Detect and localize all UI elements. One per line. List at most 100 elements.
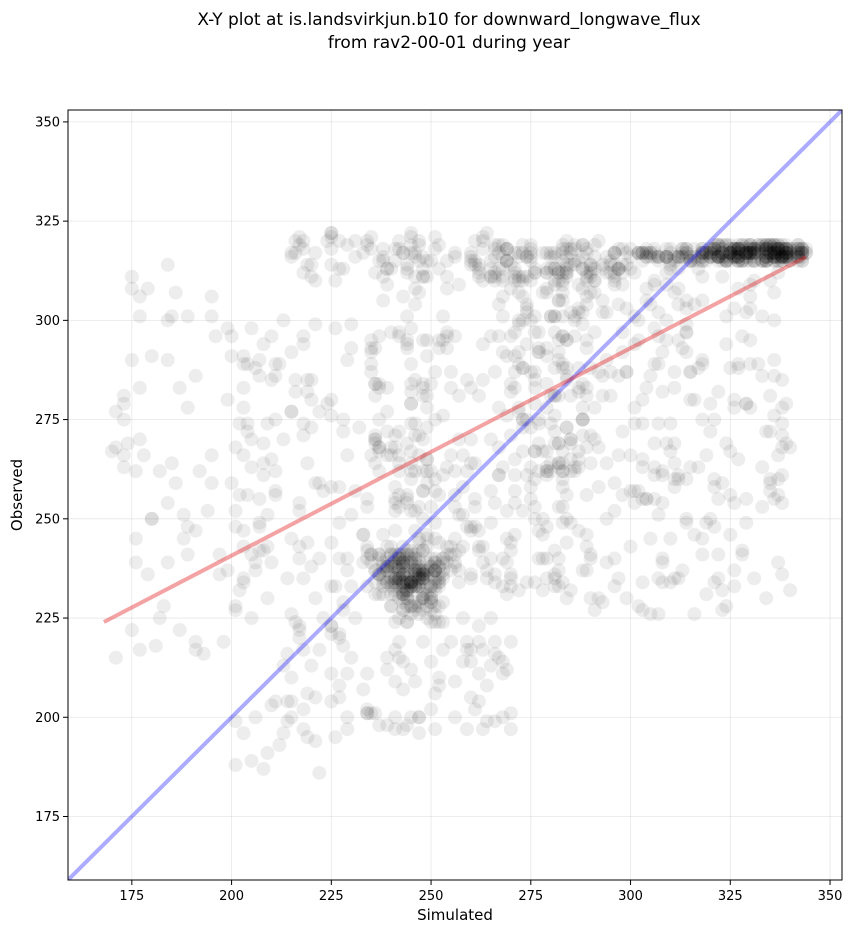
data-point [579, 273, 594, 288]
data-point [795, 241, 810, 256]
data-point [420, 539, 435, 554]
data-point [144, 511, 159, 526]
data-point [775, 249, 790, 264]
data-point [623, 249, 638, 264]
data-point [372, 547, 387, 562]
data-point [144, 349, 159, 364]
data-point [483, 329, 498, 344]
data-point [232, 583, 247, 598]
data-point [559, 261, 574, 276]
data-point [543, 464, 558, 479]
data-point [643, 249, 658, 264]
data-point [779, 241, 794, 256]
data-point [635, 460, 650, 475]
data-point [396, 289, 411, 304]
data-point [515, 412, 530, 427]
data-point [723, 360, 738, 375]
data-point [659, 313, 674, 328]
data-point [587, 237, 602, 252]
data-point [607, 265, 622, 280]
data-point [511, 357, 526, 372]
data-point [416, 567, 431, 582]
data-point [344, 341, 359, 356]
data-point [579, 241, 594, 256]
data-point [360, 539, 375, 554]
data-point [739, 245, 754, 260]
data-point [651, 305, 666, 320]
data-point [775, 416, 790, 431]
data-point [767, 249, 782, 264]
data-point [463, 257, 478, 272]
data-point [288, 384, 303, 399]
data-point [324, 226, 339, 241]
data-point [471, 694, 486, 709]
data-point [388, 241, 403, 256]
data-point [747, 241, 762, 256]
data-point [444, 380, 459, 395]
data-point [687, 253, 702, 268]
data-point [731, 357, 746, 372]
data-point [404, 579, 419, 594]
data-point [416, 376, 431, 391]
data-point [432, 670, 447, 685]
data-point [719, 253, 734, 268]
data-point [527, 472, 542, 487]
data-point [220, 563, 235, 578]
data-point [404, 583, 419, 598]
data-point [779, 245, 794, 260]
data-point [408, 595, 423, 610]
data-point [491, 329, 506, 344]
data-point [743, 289, 758, 304]
data-point [475, 555, 490, 570]
data-point [304, 392, 319, 407]
data-point [392, 464, 407, 479]
data-point [683, 253, 698, 268]
data-point [667, 480, 682, 495]
data-point [400, 436, 415, 451]
data-point [463, 456, 478, 471]
data-point [224, 349, 239, 364]
data-point [440, 555, 455, 570]
data-point [683, 392, 698, 407]
data-point [228, 503, 243, 518]
data-point [404, 456, 419, 471]
data-point [400, 555, 415, 570]
data-point [735, 241, 750, 256]
data-point [224, 329, 239, 344]
data-point [436, 555, 451, 570]
data-point [380, 261, 395, 276]
data-point [384, 559, 399, 574]
data-point [495, 345, 510, 360]
data-point [667, 436, 682, 451]
data-point [316, 611, 331, 626]
data-point [424, 595, 439, 610]
data-point [543, 261, 558, 276]
data-point [767, 368, 782, 383]
data-point [743, 249, 758, 264]
data-point [707, 241, 722, 256]
data-point [455, 654, 470, 669]
data-point [783, 249, 798, 264]
data-point [763, 237, 778, 252]
data-point [763, 388, 778, 403]
data-point [527, 499, 542, 514]
data-point [771, 241, 786, 256]
data-point [575, 376, 590, 391]
x-axis-ticks: 175 200 225 250 275 300 325 350 [119, 880, 842, 904]
data-point [563, 452, 578, 467]
data-point [503, 535, 518, 550]
data-point [647, 468, 662, 483]
data-point [268, 357, 283, 372]
data-point [559, 535, 574, 550]
data-point [711, 249, 726, 264]
data-point [388, 642, 403, 657]
data-point [404, 245, 419, 260]
data-point [503, 384, 518, 399]
data-point [507, 265, 522, 280]
data-point [667, 456, 682, 471]
y-tick-label: 275 [35, 413, 60, 428]
data-point [364, 230, 379, 245]
data-point [663, 245, 678, 260]
data-point [679, 511, 694, 526]
data-point [623, 484, 638, 499]
